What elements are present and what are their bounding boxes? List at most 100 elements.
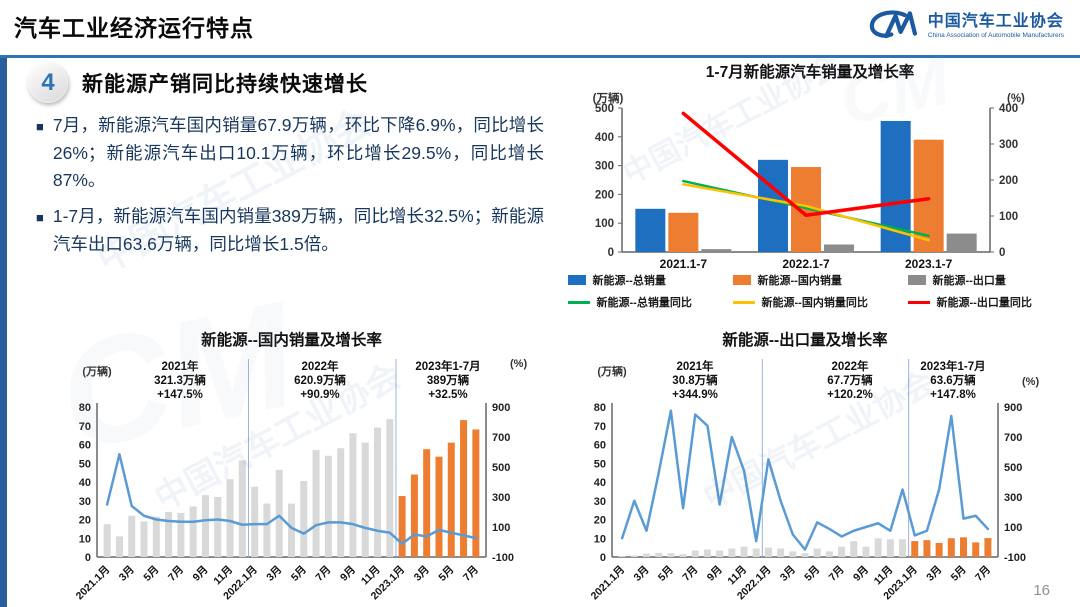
left-accent-stripe bbox=[0, 58, 7, 607]
svg-text:40: 40 bbox=[594, 477, 606, 489]
svg-text:7月: 7月 bbox=[313, 564, 333, 584]
svg-text:0: 0 bbox=[600, 552, 606, 564]
svg-text:7月: 7月 bbox=[680, 564, 700, 584]
svg-text:900: 900 bbox=[492, 402, 510, 414]
svg-text:(万辆): (万辆) bbox=[597, 364, 627, 378]
svg-text:7月: 7月 bbox=[461, 564, 481, 584]
square-bullet-icon: ■ bbox=[36, 209, 44, 225]
legend-line-swatch bbox=[907, 300, 930, 304]
legend-item: 新能源--总销量 bbox=[567, 272, 733, 288]
legend-line-swatch bbox=[567, 300, 590, 304]
svg-text:+344.9%: +344.9% bbox=[672, 389, 718, 401]
svg-text:3月: 3月 bbox=[412, 564, 432, 584]
svg-text:+147.5%: +147.5% bbox=[157, 389, 203, 401]
svg-text:+32.5%: +32.5% bbox=[428, 389, 467, 401]
svg-text:5月: 5月 bbox=[436, 564, 456, 584]
svg-text:+90.9%: +90.9% bbox=[300, 389, 339, 401]
svg-text:7月: 7月 bbox=[166, 564, 186, 584]
page-number: 16 bbox=[1033, 582, 1050, 599]
bullet-item: ■ 1-7月，新能源汽车国内销量389万辆，同比增长32.5%；新能源汽车出口6… bbox=[36, 203, 544, 258]
caam-logo-en: China Association of Automobile Manufact… bbox=[927, 32, 1064, 40]
svg-text:321.3万辆: 321.3万辆 bbox=[154, 373, 206, 387]
svg-text:5月: 5月 bbox=[141, 564, 161, 584]
svg-text:(万辆): (万辆) bbox=[593, 91, 624, 105]
section-heading: 新能源产销同比持续快速增长 bbox=[82, 73, 368, 96]
svg-text:20: 20 bbox=[79, 515, 91, 527]
section-number-badge: 4 bbox=[28, 63, 68, 103]
summary-chart-legend: 新能源--总销量 新能源--国内销量 新能源--出口量新能源--总销量同比 新能源--… bbox=[560, 272, 1080, 310]
caam-logo: 中国汽车工业协会 China Association of Automobile… bbox=[866, 7, 1064, 45]
svg-text:2023.1-7: 2023.1-7 bbox=[905, 257, 953, 271]
svg-text:(%): (%) bbox=[510, 358, 527, 370]
svg-text:2023年1-7月: 2023年1-7月 bbox=[415, 359, 480, 373]
svg-text:2023年1-7月: 2023年1-7月 bbox=[920, 359, 985, 373]
bullet-list: ■ 7月，新能源汽车国内销量67.9万辆，环比下降6.9%，同比增长26%；新能… bbox=[36, 112, 544, 266]
svg-text:500: 500 bbox=[1004, 462, 1022, 474]
chart-export-monthly: 新能源--出口量及增长率 2021年 30.8万辆 +344.9% 2022年 67.7万… bbox=[570, 323, 1080, 607]
svg-text:(万辆): (万辆) bbox=[82, 364, 112, 378]
svg-text:+147.8%: +147.8% bbox=[930, 389, 976, 401]
legend-line-swatch bbox=[732, 300, 755, 304]
svg-text:80: 80 bbox=[594, 402, 606, 414]
svg-text:70: 70 bbox=[594, 421, 606, 433]
legend-label: 新能源--国内销量 bbox=[757, 275, 842, 287]
svg-text:0: 0 bbox=[999, 247, 1005, 259]
svg-text:20: 20 bbox=[594, 515, 606, 527]
svg-text:100: 100 bbox=[1004, 522, 1022, 534]
svg-text:5月: 5月 bbox=[949, 564, 969, 584]
svg-text:300: 300 bbox=[999, 139, 1018, 151]
svg-text:60: 60 bbox=[594, 440, 606, 452]
svg-text:400: 400 bbox=[999, 103, 1018, 115]
svg-text:100: 100 bbox=[595, 218, 614, 230]
bullet-text: 1-7月，新能源汽车国内销量389万辆，同比增长32.5%；新能源汽车出口63.… bbox=[52, 205, 544, 254]
svg-text:7月: 7月 bbox=[973, 564, 993, 584]
svg-text:-100: -100 bbox=[492, 552, 514, 564]
legend-label: 新能源--总销量同比 bbox=[596, 297, 692, 309]
legend-item: 新能源--国内销量 bbox=[732, 272, 908, 288]
svg-text:5月: 5月 bbox=[656, 564, 676, 584]
legend-item: 新能源--出口量同比 bbox=[907, 294, 1073, 310]
legend-label: 新能源--出口量 bbox=[932, 275, 1006, 287]
svg-text:2021.1月: 2021.1月 bbox=[589, 564, 628, 603]
svg-text:新能源--国内销量及增长率: 新能源--国内销量及增长率 bbox=[201, 330, 382, 349]
bullet-text: 7月，新能源汽车国内销量67.9万辆，环比下降6.9%，同比增长26%；新能源汽… bbox=[52, 115, 544, 191]
svg-text:2022.1-7: 2022.1-7 bbox=[782, 257, 830, 271]
svg-text:2022年: 2022年 bbox=[831, 359, 869, 373]
svg-text:60: 60 bbox=[79, 440, 91, 452]
bullet-item: ■ 7月，新能源汽车国内销量67.9万辆，环比下降6.9%，同比增长26%；新能… bbox=[36, 112, 544, 195]
svg-text:1-7月新能源汽车销量及增长率: 1-7月新能源汽车销量及增长率 bbox=[706, 62, 915, 81]
svg-text:3月: 3月 bbox=[778, 564, 798, 584]
svg-text:900: 900 bbox=[1004, 402, 1022, 414]
svg-text:3月: 3月 bbox=[632, 564, 652, 584]
legend-label: 新能源--国内销量同比 bbox=[761, 297, 868, 309]
caam-logo-cn: 中国汽车工业协会 bbox=[927, 12, 1064, 30]
svg-text:70: 70 bbox=[79, 421, 91, 433]
chart-nev-sales-summary: 1-7月新能源汽车销量及增长率 (万辆) (%) 0 100 200 300 400 500 0 1… bbox=[560, 60, 1080, 324]
svg-text:100: 100 bbox=[492, 522, 510, 534]
svg-text:10: 10 bbox=[79, 533, 91, 545]
svg-text:30: 30 bbox=[594, 496, 606, 508]
svg-text:5月: 5月 bbox=[289, 564, 309, 584]
svg-text:2022年: 2022年 bbox=[301, 359, 339, 373]
svg-text:9月: 9月 bbox=[851, 564, 871, 584]
svg-text:30: 30 bbox=[79, 496, 91, 508]
svg-text:300: 300 bbox=[1004, 492, 1022, 504]
svg-text:3月: 3月 bbox=[924, 564, 944, 584]
svg-text:2021.1月: 2021.1月 bbox=[74, 564, 113, 603]
legend-item: 新能源--出口量 bbox=[907, 272, 1073, 288]
svg-text:2021年: 2021年 bbox=[161, 359, 199, 373]
svg-text:100: 100 bbox=[999, 211, 1018, 223]
svg-text:9月: 9月 bbox=[191, 564, 211, 584]
svg-text:7月: 7月 bbox=[827, 564, 847, 584]
svg-text:2021年: 2021年 bbox=[676, 359, 714, 373]
legend-bar-swatch bbox=[567, 275, 586, 285]
svg-text:5月: 5月 bbox=[802, 564, 822, 584]
summary-chart-canvas: 1-7月新能源汽车销量及增长率 (万辆) (%) 0 100 200 300 400 500 0 1… bbox=[593, 62, 1025, 271]
svg-text:400: 400 bbox=[595, 132, 614, 144]
svg-text:-100: -100 bbox=[1004, 552, 1026, 564]
svg-text:3月: 3月 bbox=[264, 564, 284, 584]
svg-text:新能源--出口量及增长率: 新能源--出口量及增长率 bbox=[722, 330, 888, 349]
